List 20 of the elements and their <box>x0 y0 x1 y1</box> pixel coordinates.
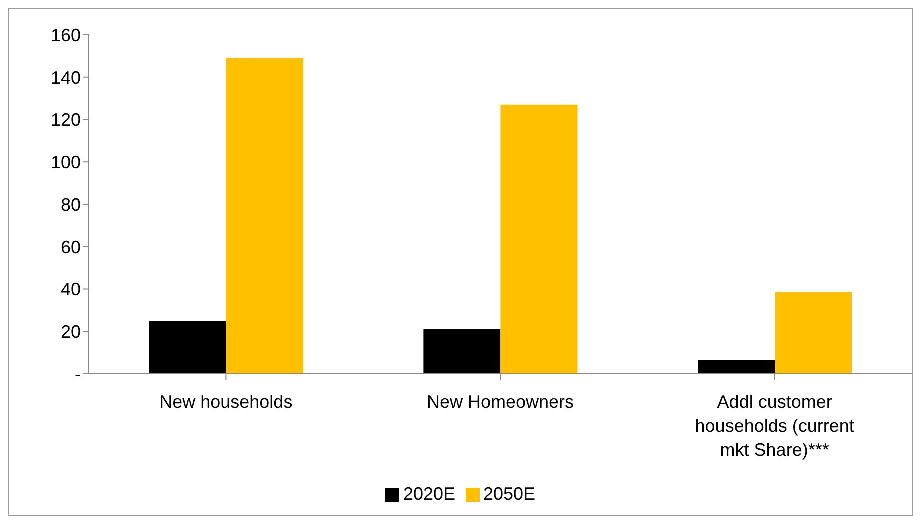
bar <box>500 104 578 374</box>
bar <box>424 330 501 374</box>
legend-label: 2020E <box>403 484 456 504</box>
x-tick-label: New households <box>160 392 293 412</box>
y-tick-label: 160 <box>50 25 81 46</box>
bar <box>149 321 226 374</box>
bar <box>226 58 304 374</box>
legend-label: 2050E <box>484 484 536 504</box>
x-tick-label: Addl customer households (current mkt Share)*** <box>695 392 854 460</box>
bar <box>698 360 776 374</box>
y-tick-label: 140 <box>50 68 81 88</box>
x-tick-label: New Homeowners <box>426 392 574 412</box>
y-tick-label: 80 <box>60 194 81 215</box>
y-tick-label: - <box>75 364 81 384</box>
y-tick-label: 20 <box>60 322 81 342</box>
y-tick-label: 60 <box>60 237 81 258</box>
y-tick-label: 120 <box>50 110 81 130</box>
y-tick-label: 100 <box>50 152 81 173</box>
bar <box>775 292 852 374</box>
y-tick-label: 40 <box>60 280 81 300</box>
